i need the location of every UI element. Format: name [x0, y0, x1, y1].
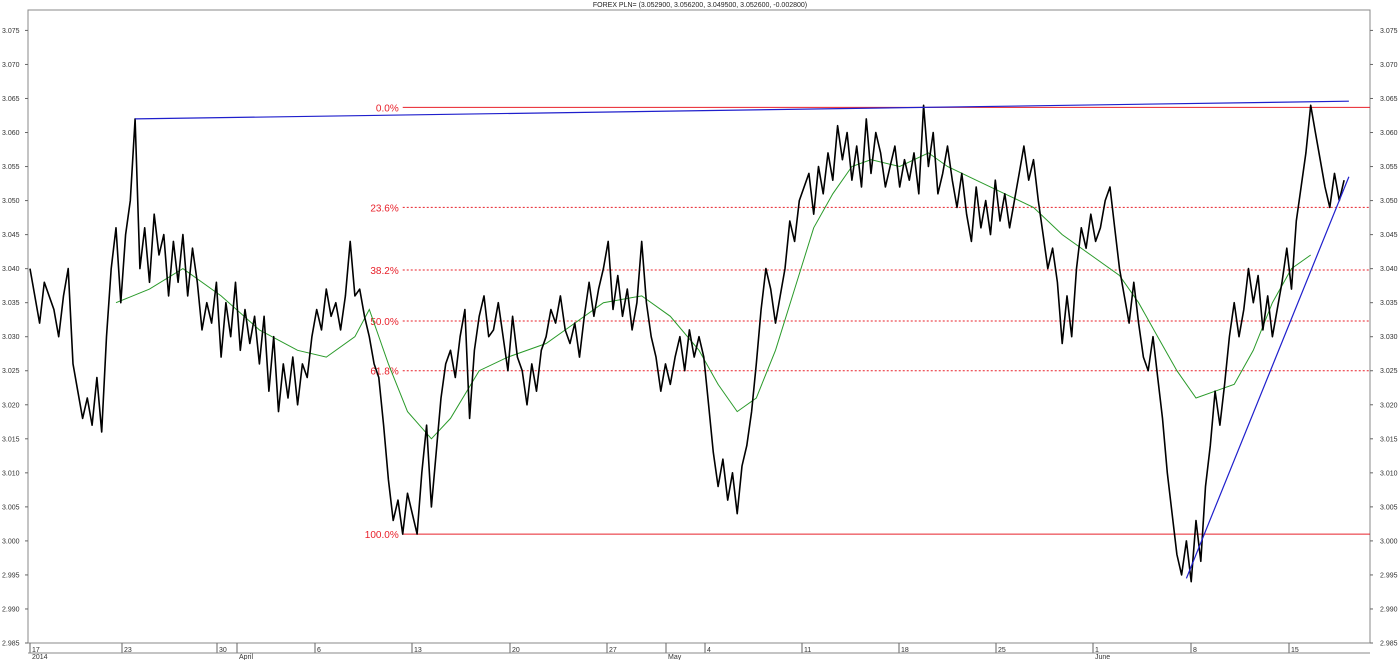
y-tick-label-right: 3.065 [1380, 96, 1398, 103]
y-tick-label-right: 3.060 [1380, 130, 1398, 137]
x-tick-day-label: 13 [414, 647, 422, 654]
y-tick-label-right: 3.000 [1380, 538, 1398, 545]
x-tick-day-label: 11 [804, 647, 811, 654]
y-tick-label-left: 3.005 [2, 504, 20, 511]
x-tick-day-label: 6 [317, 647, 321, 654]
y-tick-label-right: 2.985 [1380, 641, 1398, 648]
y-tick-label-left: 3.035 [2, 300, 20, 307]
x-tick-day-label: 27 [609, 647, 617, 654]
x-tick-day-label: 20 [512, 647, 520, 654]
fib-level-label: 38.2% [370, 266, 398, 277]
x-tick-month-label: 2014 [32, 654, 48, 660]
y-tick-label-left: 3.020 [2, 402, 20, 409]
y-tick-label-left: 3.010 [2, 470, 20, 477]
y-tick-label-right: 3.040 [1380, 266, 1398, 273]
fib-level-label: 23.6% [370, 203, 398, 214]
y-tick-label-left: 3.040 [2, 266, 20, 273]
x-tick-day-label: 15 [1291, 647, 1299, 654]
y-tick-label-left: 3.015 [2, 436, 20, 443]
y-tick-label-right: 2.990 [1380, 606, 1398, 613]
x-tick-day-label: 4 [707, 647, 711, 654]
x-tick-day-label: 30 [219, 647, 227, 654]
y-tick-label-right: 3.005 [1380, 504, 1398, 511]
moving-average-line [115, 152, 1311, 440]
y-tick-label-right: 3.030 [1380, 334, 1398, 341]
x-tick-month-label: April [239, 654, 253, 660]
trendline [1185, 176, 1350, 579]
y-axis-left: 3.075 3.070 3.065 3.060 3.055 3.050 3.045 3.040… [2, 28, 28, 648]
y-tick-label-left: 3.060 [2, 130, 20, 137]
x-tick-month-label: June [1095, 654, 1110, 660]
y-tick-label-right: 2.995 [1380, 572, 1398, 579]
y-tick-label-right: 3.010 [1380, 470, 1398, 477]
price-layer [29, 104, 1345, 583]
x-tick-day-label: 1 [1095, 647, 1099, 654]
y-tick-label-right: 3.070 [1380, 62, 1398, 69]
chart-title: FOREX PLN= (3.052900, 3.056200, 3.049500… [593, 2, 807, 9]
fib-level-label: 0.0% [376, 103, 399, 114]
y-tick-label-right: 3.045 [1380, 232, 1398, 239]
y-tick-label-right: 3.055 [1380, 164, 1398, 171]
y-tick-label-left: 2.995 [2, 572, 20, 579]
y-tick-label-left: 3.045 [2, 232, 20, 239]
x-tick-month-label: May [668, 654, 682, 660]
y-tick-label-left: 3.075 [2, 28, 20, 35]
plot-frame [27, 9, 1371, 644]
x-tick-day-label: 25 [998, 647, 1006, 654]
y-tick-label-left: 3.065 [2, 96, 20, 103]
y-tick-label-right: 3.020 [1380, 402, 1398, 409]
moving-average-layer [115, 152, 1311, 440]
y-tick-label-left: 3.030 [2, 334, 20, 341]
y-tick-label-left: 3.055 [2, 164, 20, 171]
trendlines-layer [135, 100, 1350, 579]
fib-level-label: 100.0% [365, 530, 399, 541]
y-tick-label-left: 3.070 [2, 62, 20, 69]
y-axis-right: 3.075 3.070 3.065 3.060 3.055 3.050 3.045 3.040… [1370, 28, 1398, 648]
x-tick-day-label: 23 [124, 647, 132, 654]
fib-level-label: 61.8% [370, 367, 398, 378]
y-tick-label-right: 3.075 [1380, 28, 1398, 35]
y-tick-label-left: 2.985 [2, 641, 20, 648]
trendline [135, 100, 1349, 120]
y-tick-label-right: 3.035 [1380, 300, 1398, 307]
y-tick-label-right: 3.050 [1380, 198, 1398, 205]
y-tick-label-right: 3.015 [1380, 436, 1398, 443]
y-tick-label-left: 3.050 [2, 198, 20, 205]
x-tick-day-label: 8 [1193, 647, 1197, 654]
y-tick-label-right: 3.025 [1380, 368, 1398, 375]
y-tick-label-left: 3.025 [2, 368, 20, 375]
fibonacci-retracement: 0.0% 23.6% 38.2% 50.0% 61.8% 100.0% [365, 103, 1370, 541]
x-tick-day-label: 18 [901, 647, 909, 654]
x-tick-day-label: 17 [32, 647, 40, 654]
price-line [29, 104, 1345, 583]
y-tick-label-left: 2.990 [2, 606, 20, 613]
fib-level-label: 50.0% [370, 317, 398, 328]
y-tick-label-left: 3.000 [2, 538, 20, 545]
